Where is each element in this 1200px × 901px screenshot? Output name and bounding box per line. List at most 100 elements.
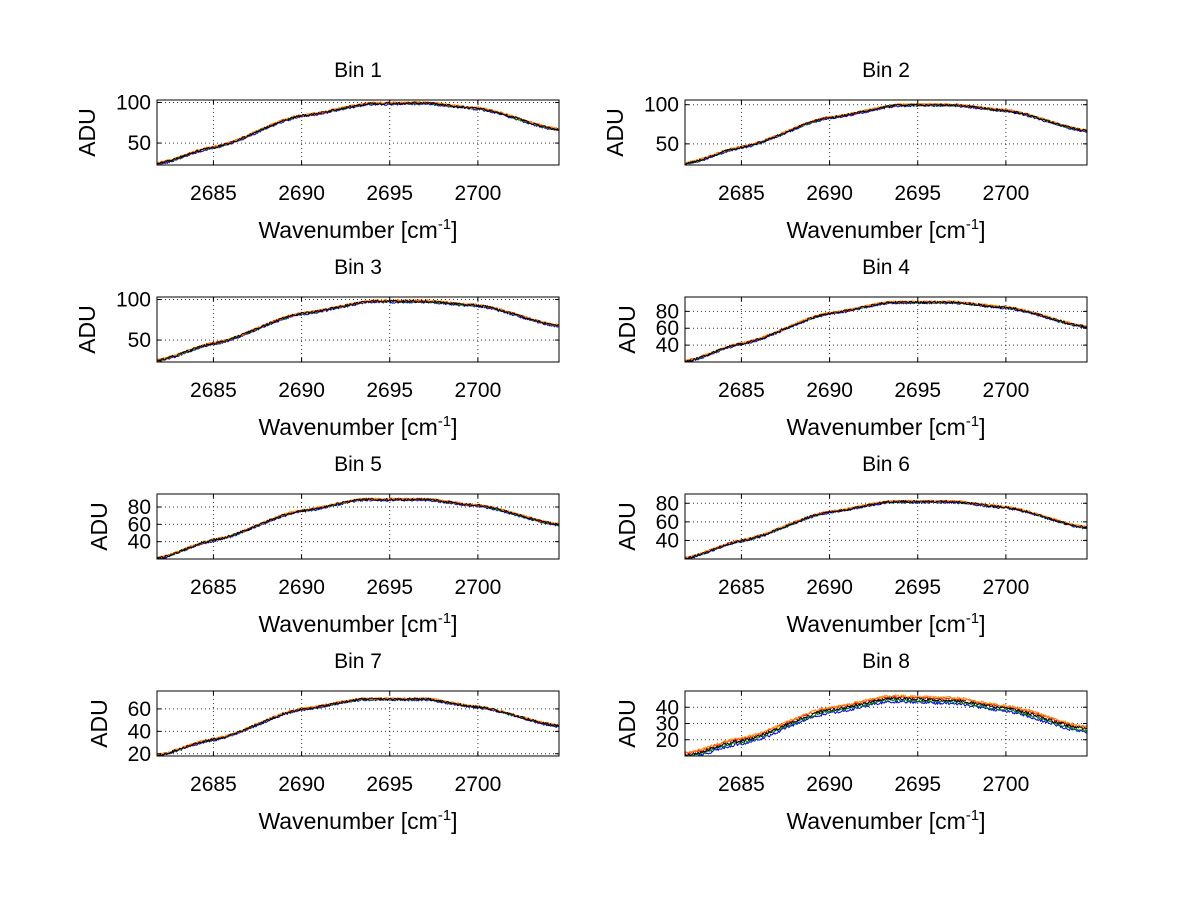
panel-2-xtick-label: 2685 (718, 182, 765, 205)
panel-7-xtick-label: 2695 (366, 773, 413, 796)
panel-5-ylabel: ADU (86, 502, 112, 551)
panel-7-xtick-label: 2690 (278, 773, 325, 796)
panel-6-ytick-label: 80 (656, 492, 679, 515)
panel-6-xlabel: Wavenumber [cm-1] (786, 610, 985, 637)
panel-4-xlabel-text: Wavenumber [cm (786, 414, 965, 440)
panel-5-series-s5 (156, 497, 560, 560)
panel-5-xlabel-end: ] (451, 611, 457, 637)
panel-6-series-s5 (684, 500, 1088, 560)
panel-4-ytick-label: 40 (656, 334, 679, 357)
panel-4-title: Bin 4 (862, 256, 910, 279)
panel-6-plot-area (684, 493, 1088, 560)
panel-2-xlabel-text: Wavenumber [cm (786, 217, 965, 243)
panel-2-xtick-label: 2690 (806, 182, 853, 205)
panel-8-series-s5 (684, 696, 1088, 757)
panel-8-xtick-label: 2690 (806, 773, 853, 796)
panel-2-ylabel: ADU (602, 108, 628, 157)
panel-6-xtick-label: 2690 (806, 576, 853, 599)
panel-8-series-s1 (685, 700, 1088, 757)
panel-7-axes-frame (156, 690, 560, 757)
panel-5-xlabel-text: Wavenumber [cm (258, 611, 437, 637)
panel-1-xlabel: Wavenumber [cm-1] (258, 216, 457, 243)
panel-4-xlabel-sup: -1 (966, 413, 979, 430)
panel-3-xlabel-end: ] (451, 414, 457, 440)
panel-5-xtick-label: 2690 (278, 576, 325, 599)
panel-7-title: Bin 7 (334, 650, 382, 673)
panel-6-xtick-label: 2695 (894, 576, 941, 599)
panel-4-xtick-label: 2700 (983, 379, 1030, 402)
panel-4-series-s5 (684, 300, 1088, 363)
panel-5-ytick-label: 80 (128, 496, 151, 519)
panel-6-xlabel-end: ] (979, 611, 985, 637)
panel-7-ylabel: ADU (86, 699, 112, 748)
panel-5-xlabel: Wavenumber [cm-1] (258, 610, 457, 637)
panel-1-axes: 2685 2690 2695 2700 50 100 Bin 1 Wavenumber [cm… (74, 59, 560, 243)
panel-3-xlabel: Wavenumber [cm-1] (258, 413, 457, 440)
panel-1-xtick-label: 2695 (366, 182, 413, 205)
panel-7-xtick-label: 2700 (455, 773, 502, 796)
panel-2-xtick-label: 2700 (983, 182, 1030, 205)
panel-1-xtick-label: 2700 (455, 182, 502, 205)
panel-1-ylabel: ADU (74, 108, 100, 157)
panel-8-ytick-label: 20 (656, 729, 679, 752)
panel-7-xlabel: Wavenumber [cm-1] (258, 807, 457, 834)
panel-1-ytick-label: 100 (116, 91, 151, 114)
panel-4-plot-area (684, 296, 1088, 363)
panel-3-ytick-label: 100 (116, 288, 151, 311)
panel-3-xtick-label: 2695 (366, 379, 413, 402)
panel-8-title: Bin 8 (862, 650, 910, 673)
panel-6-ytick-label: 60 (656, 511, 679, 534)
panel-6-xtick-label: 2685 (718, 576, 765, 599)
panel-6-axes-frame (684, 493, 1088, 560)
panel-5-xtick-label: 2695 (366, 576, 413, 599)
panel-7-xlabel-end: ] (451, 808, 457, 834)
panel-7-ytick-label: 20 (128, 743, 151, 766)
panel-1-axes-frame (156, 99, 560, 166)
panel-7-series-s5 (156, 697, 560, 757)
panel-2-xlabel-sup: -1 (966, 216, 979, 233)
panel-6-title: Bin 6 (862, 453, 910, 476)
panel-4-xlabel: Wavenumber [cm-1] (786, 413, 985, 440)
panel-2-series-s4 (684, 102, 1088, 165)
panel-1-xtick-label: 2685 (190, 182, 237, 205)
panel-7-xtick-label: 2685 (190, 773, 237, 796)
panel-1-series-s5 (156, 101, 560, 165)
panel-4-xtick-label: 2695 (894, 379, 941, 402)
panel-2-xlabel-end: ] (979, 217, 985, 243)
panel-8-xtick-label: 2700 (983, 773, 1030, 796)
panel-2-series-s5 (684, 103, 1088, 166)
panel-3-xlabel-text: Wavenumber [cm (258, 414, 437, 440)
panel-2-xlabel: Wavenumber [cm-1] (786, 216, 985, 243)
panel-3-xtick-label: 2700 (455, 379, 502, 402)
panel-2-ytick-label: 50 (656, 133, 679, 156)
panel-8-series-s4 (684, 694, 1088, 754)
panel-7-ytick-label: 60 (128, 698, 151, 721)
panel-4-xlabel-end: ] (979, 414, 985, 440)
panel-3-ylabel: ADU (74, 305, 100, 354)
panel-7-xlabel-sup: -1 (438, 807, 451, 824)
panel-8-xtick-label: 2695 (894, 773, 941, 796)
panel-3-axes: 2685 2690 2695 2700 50 100 Bin 3 Wavenumber [cm… (74, 256, 560, 440)
panel-2-axes: 2685 2690 2695 2700 50 100 Bin 2 Wavenumber [cm… (602, 59, 1088, 243)
panel-5-xtick-label: 2700 (455, 576, 502, 599)
panel-2-plot-area (684, 99, 1088, 166)
panel-3-xtick-label: 2685 (190, 379, 237, 402)
panel-2-axes-frame (684, 99, 1088, 166)
panel-4-ylabel: ADU (614, 305, 640, 354)
panel-1-xlabel-sup: -1 (438, 216, 451, 233)
panel-1-plot-area (156, 99, 560, 166)
panel-3-plot-area (156, 296, 560, 363)
panel-1-title: Bin 1 (334, 59, 382, 82)
panel-8-xlabel-text: Wavenumber [cm (786, 808, 965, 834)
panel-8-ylabel: ADU (614, 699, 640, 748)
panel-7-ytick-label: 40 (128, 720, 151, 743)
panel-2-title: Bin 2 (862, 59, 910, 82)
panel-3-xtick-label: 2690 (278, 379, 325, 402)
panel-5-plot-area (156, 493, 560, 560)
panel-6-xlabel-text: Wavenumber [cm (786, 611, 965, 637)
